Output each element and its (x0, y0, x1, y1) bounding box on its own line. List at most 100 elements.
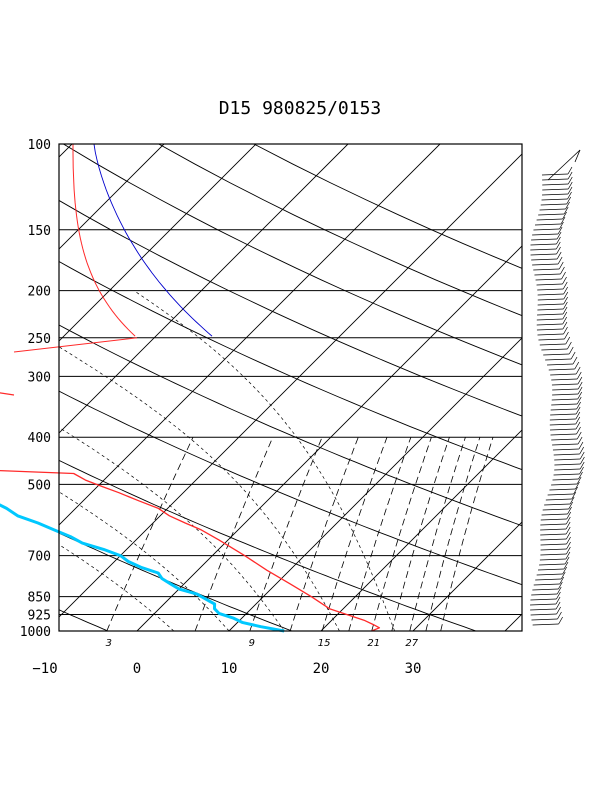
wind-barb-staff (542, 508, 569, 511)
wind-barb-staff (536, 328, 563, 331)
wind-barb-flag (580, 456, 585, 465)
wind-barb-staff (540, 518, 567, 521)
wind-barb-flag (563, 326, 568, 335)
mixing-ratio-line (440, 437, 494, 631)
wind-barb-flag (563, 286, 568, 295)
wind-barb-staff (536, 283, 563, 286)
dry-adiabat-line (59, 609, 109, 631)
wind-barb-staff (552, 388, 579, 391)
mixing-ratio-line (249, 437, 323, 631)
isotherm-line (412, 521, 522, 631)
wind-barb-flag (576, 401, 581, 410)
isotherm-line (320, 429, 522, 631)
wind-barb-staff (543, 353, 570, 356)
wind-barb-flag (575, 411, 581, 420)
wind-barb-staff (539, 208, 566, 211)
moist-adiabat-line (133, 290, 395, 631)
wind-barb-flag (556, 236, 561, 245)
wind-barb-flag (563, 301, 568, 310)
moist-adiabat-line (59, 346, 340, 631)
wind-barb-flag (567, 186, 573, 195)
wind-barb-flag (577, 436, 583, 445)
wind-barb-flag (562, 211, 567, 220)
dry-adiabat-line (59, 260, 522, 471)
isotherm-line (59, 153, 522, 618)
wind-barb-staff (536, 323, 563, 326)
wind-barb-flag (578, 471, 583, 480)
isotherm-line (597, 144, 612, 631)
wind-barb-staff (536, 573, 563, 576)
wind-barb-staff (547, 149, 581, 181)
wind-barb-flag (575, 481, 580, 490)
wind-barb-flag (556, 251, 562, 260)
chart-title: D15 980825/0153 (219, 98, 382, 119)
temperature-tick-label: 20 (313, 661, 330, 677)
wind-barb-staff (540, 538, 567, 541)
wind-barb-flag (555, 601, 561, 610)
reference-curve-red-tail (13, 337, 138, 353)
wind-barb-flag (564, 556, 570, 565)
wind-barb-staff (541, 348, 568, 351)
wind-barb-staff (549, 423, 576, 426)
wind-barb-flag (562, 311, 568, 320)
wind-barb-staff (534, 273, 561, 276)
dry-adiabat-line (59, 199, 522, 417)
isotherm-line (136, 245, 522, 631)
moist-adiabat-line (59, 427, 285, 631)
wind-barb-staff (530, 253, 557, 256)
reference-curve-blue (93, 143, 213, 337)
wind-barb-flag (556, 606, 561, 615)
wind-barb-flag (565, 201, 570, 210)
wind-barb-flag (566, 536, 571, 545)
wind-barb-staff (539, 563, 566, 566)
wind-barb-staff (542, 183, 569, 186)
pressure-tick-label: 925 (28, 609, 51, 624)
pressure-tick-label: 500 (28, 478, 51, 493)
wind-barb-staff (535, 278, 562, 281)
dry-adiabat-line (158, 144, 522, 317)
wind-barb-staff (542, 188, 569, 191)
wind-barb-flag (555, 596, 561, 605)
wind-barb-flag (568, 501, 573, 510)
mixing-ratio-line (289, 437, 359, 631)
wind-barb-flag (576, 431, 582, 440)
mixing-ratio-label: 3 (106, 638, 112, 649)
wind-barb-flag (558, 616, 563, 625)
reference-curve-red (72, 144, 136, 337)
wind-barb-staff (542, 178, 569, 181)
wind-barb-flag (574, 361, 580, 370)
mixing-ratio-label: 21 (367, 638, 380, 649)
wind-barb-flag (577, 381, 583, 390)
wind-barb-staff (539, 343, 566, 346)
wind-barb-flag (575, 406, 581, 415)
wind-barb-flag (556, 246, 561, 255)
wind-barb-flag (567, 166, 573, 175)
wind-barb-staff (532, 233, 559, 236)
wind-barb-staff (537, 308, 564, 311)
wind-barb-staff (532, 263, 559, 266)
wind-barb-staff (551, 403, 578, 406)
wind-barb-flag (576, 371, 582, 380)
isotherm-line (59, 144, 349, 434)
wind-barb-flag (560, 216, 566, 225)
wind-barb-flag (566, 531, 571, 540)
wind-barb-flag (567, 171, 573, 180)
wind-barb-staff (551, 398, 578, 401)
wind-barb-flag (578, 441, 584, 450)
wind-barb-staff (550, 428, 577, 431)
wind-barb-staff (553, 453, 580, 456)
mixing-ratio-label: 27 (405, 638, 418, 649)
wind-barb-staff (534, 223, 562, 226)
wind-barb-staff (531, 618, 558, 621)
wind-barb-staff (530, 598, 557, 601)
wind-barb-flag (567, 506, 572, 515)
wind-barb-flag (560, 571, 566, 580)
wind-barb-flag (566, 546, 571, 555)
temperature-tick-label: 30 (405, 661, 422, 677)
wind-barb-flag (575, 416, 581, 425)
wind-barb-staff (540, 553, 567, 556)
wind-barb-staff (541, 198, 568, 201)
wind-barb-staff (537, 333, 564, 336)
dewpoint-profile-line (0, 503, 285, 633)
wind-barb-flag (556, 231, 562, 240)
